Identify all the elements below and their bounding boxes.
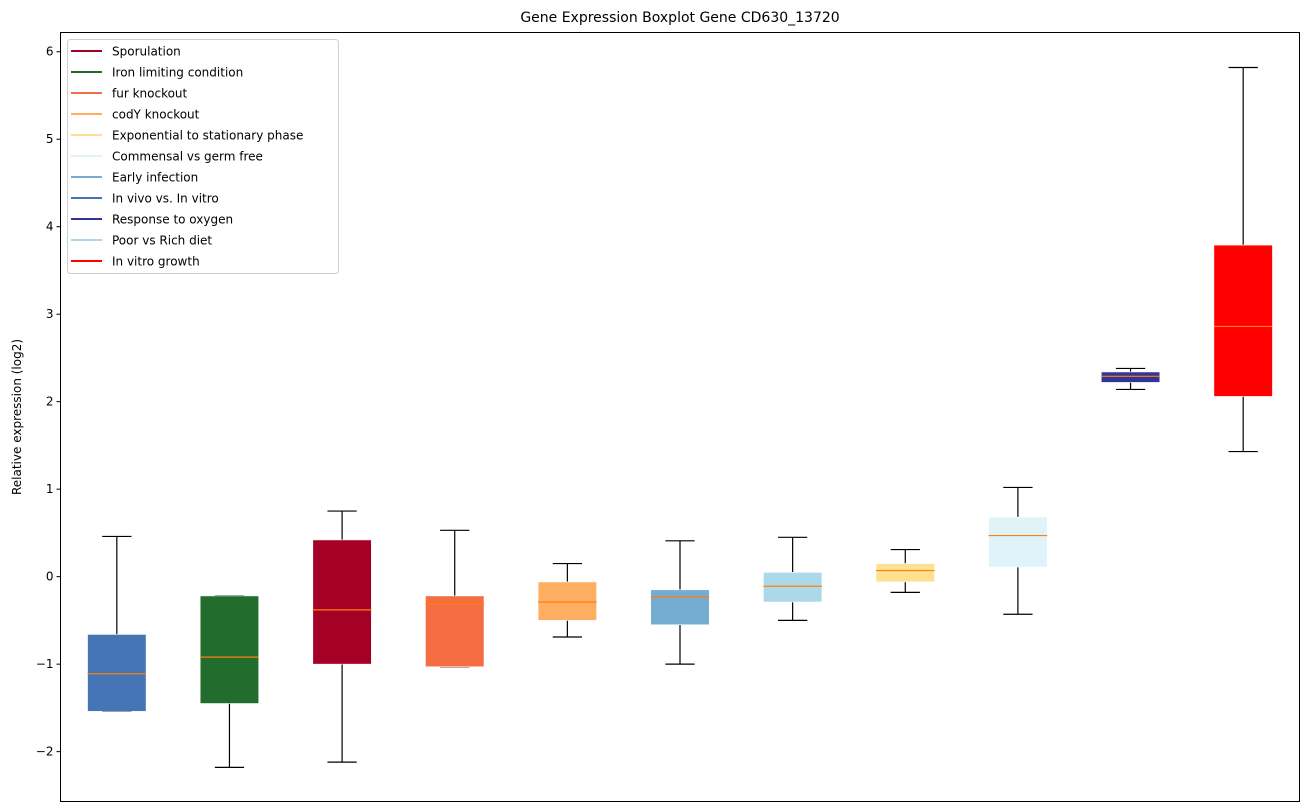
y-tick-label: 3 <box>46 307 54 321</box>
box-iqr <box>650 589 710 626</box>
box-iqr <box>763 571 823 603</box>
box-iqr <box>199 595 260 704</box>
y-tick-label: 1 <box>46 482 54 496</box>
boxes-layer <box>87 66 1273 768</box>
box-iqr <box>1100 371 1161 383</box>
plot-frame <box>60 32 1300 802</box>
y-tick-label: 4 <box>46 220 54 234</box>
legend-label: codY knockout <box>112 108 200 122</box>
box-iqr <box>537 581 597 621</box>
legend-label: Exponential to stationary phase <box>112 129 303 143</box>
y-tick-label: 2 <box>46 395 54 409</box>
legend-label: Sporulation <box>112 45 181 59</box>
box-group <box>425 529 485 668</box>
box-group <box>312 510 372 763</box>
legend-label: Early infection <box>112 171 198 185</box>
box-iqr <box>425 595 485 668</box>
legend-label: Response to oxygen <box>112 213 233 227</box>
box-group <box>1100 367 1161 391</box>
legend: Sporulation Iron limiting condition fur kn… <box>67 39 339 274</box>
y-tick-label: 6 <box>46 45 54 59</box>
legend-label: Commensal vs germ free <box>112 150 263 164</box>
y-tick-label: −2 <box>36 745 54 759</box>
legend-label: fur knockout <box>112 87 188 101</box>
legend-frame <box>67 39 339 274</box>
box-group <box>988 486 1048 615</box>
box-iqr <box>1213 244 1273 397</box>
box-iqr <box>988 516 1048 568</box>
legend-label: In vitro growth <box>112 255 200 269</box>
y-axis-label: Relative expression (log2) <box>10 339 24 495</box>
box-iqr <box>87 634 147 712</box>
legend-label: Iron limiting condition <box>112 66 243 80</box>
box-group <box>1213 66 1273 453</box>
legend-label: In vivo vs. In vitro <box>112 192 219 206</box>
box-group <box>537 562 597 638</box>
box-iqr <box>312 539 372 665</box>
legend-label: Poor vs Rich diet <box>112 234 212 248</box>
box-group <box>199 595 260 768</box>
box-group <box>650 540 710 665</box>
y-tick-label: −1 <box>36 657 54 671</box>
box-group <box>875 548 935 594</box>
box-group <box>87 535 147 712</box>
chart-title: Gene Expression Boxplot Gene CD630_13720 <box>520 10 839 26</box>
box-group <box>763 536 823 622</box>
y-axis: −2 −1 0 1 2 3 4 5 6 <box>36 45 61 759</box>
y-tick-label: 5 <box>46 132 54 146</box>
y-tick-label: 0 <box>46 570 54 584</box>
box-iqr <box>875 563 935 583</box>
